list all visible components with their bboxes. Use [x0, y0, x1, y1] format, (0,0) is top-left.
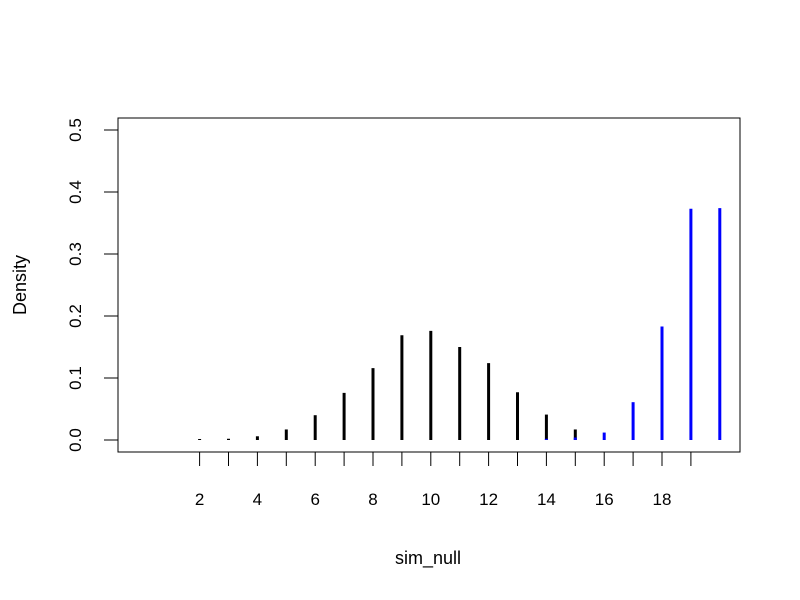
bars-group	[198, 208, 722, 440]
x-tick-label: 4	[253, 490, 262, 509]
y-tick-label: 0.2	[66, 304, 85, 328]
y-tick-label: 0.0	[66, 428, 85, 452]
y-tick-label: 0.4	[66, 180, 85, 204]
x-axis: 2 4 6 8 10 12 14 16 18	[195, 451, 692, 509]
y-tick-label: 0.3	[66, 242, 85, 266]
x-tick-label: 8	[368, 490, 377, 509]
x-axis-title: sim_null	[395, 548, 461, 569]
x-tick-label: 6	[310, 490, 319, 509]
y-axis-title: Density	[10, 255, 30, 315]
x-tick-label: 18	[653, 490, 672, 509]
x-tick-label: 12	[479, 490, 498, 509]
x-tick-label: 14	[537, 490, 556, 509]
y-tick-label: 0.1	[66, 366, 85, 390]
x-tick-label: 16	[595, 490, 614, 509]
y-tick-label: 0.5	[66, 118, 85, 142]
x-tick-label: 2	[195, 490, 204, 509]
y-axis: 0.0 0.1 0.2 0.3 0.4 0.5	[66, 118, 119, 452]
plot-frame	[117, 117, 741, 453]
x-tick-label: 10	[421, 490, 440, 509]
